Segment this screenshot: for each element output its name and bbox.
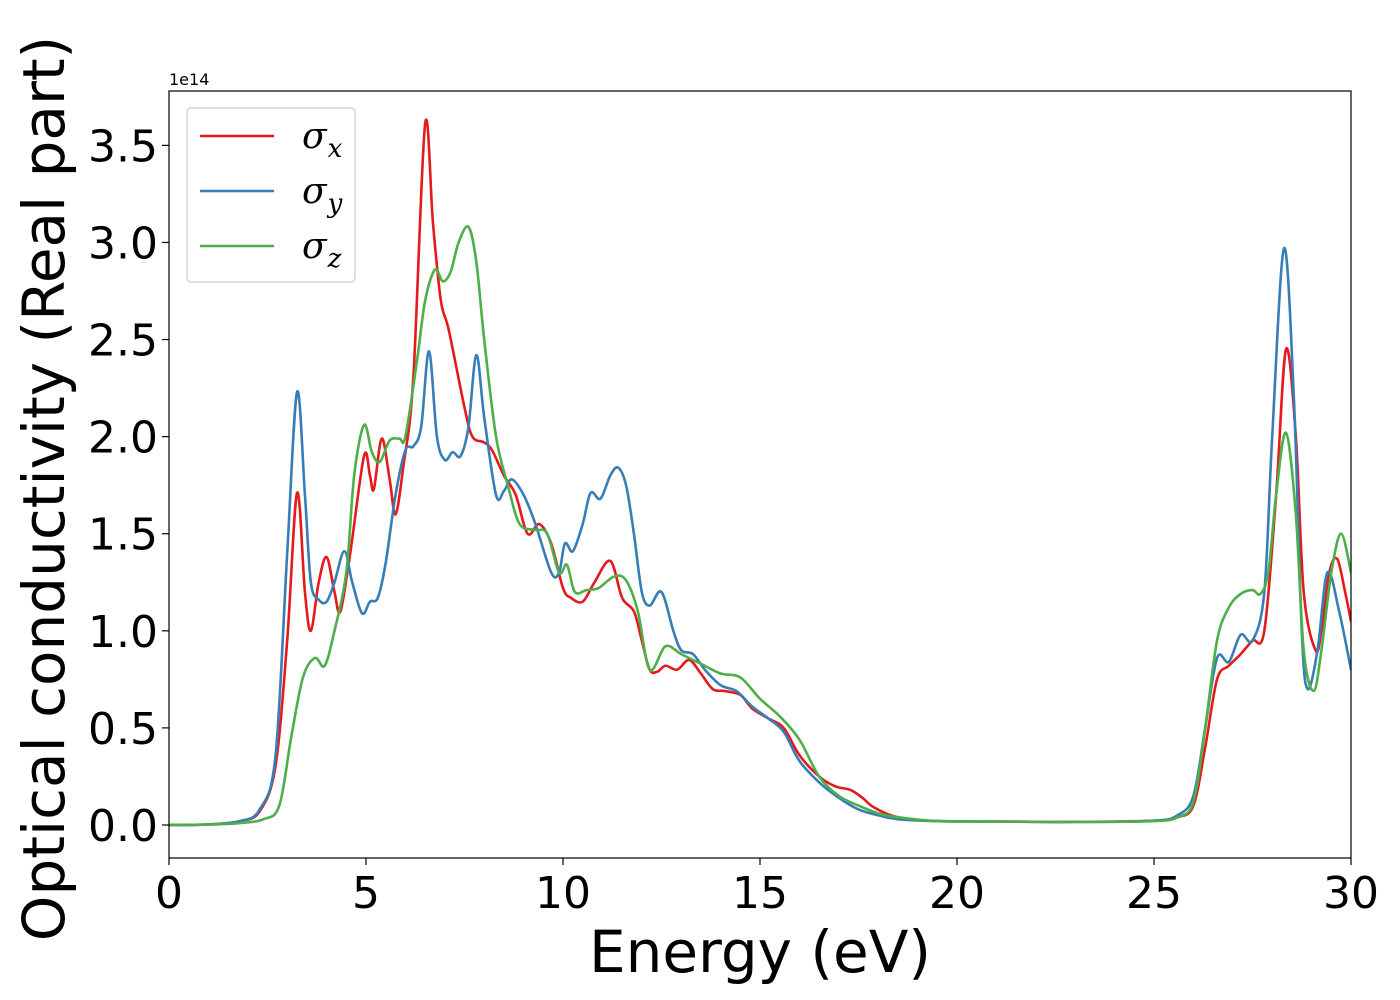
legend-item-sigma-x: σx: [200, 116, 343, 164]
legend-label: σy: [302, 171, 343, 219]
legend-item-sigma-y: σy: [200, 171, 343, 219]
y-tick-label: 0.0: [88, 801, 158, 852]
y-tick-label: 2.0: [88, 413, 158, 464]
y-tick-label: 1.5: [88, 510, 158, 561]
legend-label: σz: [302, 226, 342, 274]
x-tick-label: 25: [1126, 868, 1182, 919]
x-tick-label: 5: [352, 868, 380, 919]
x-tick-label: 0: [155, 868, 183, 919]
y-tick-label: 3.5: [88, 121, 158, 172]
y-axis-ticks: 0.0 0.5 1.0 1.5 2.0 2.5 3.0 3.5: [88, 121, 169, 852]
x-axis-ticks: 0 5 10 15 20 25 30: [155, 858, 1379, 919]
x-tick-label: 30: [1323, 868, 1379, 919]
x-tick-label: 15: [732, 868, 788, 919]
y-tick-label: 2.5: [88, 316, 158, 367]
y-tick-label: 3.0: [88, 218, 158, 269]
y-axis-offset-text: 1e14: [169, 70, 209, 89]
y-tick-label: 0.5: [88, 704, 158, 755]
x-tick-label: 20: [929, 868, 985, 919]
series-line-sigma-z: [169, 225, 1351, 827]
x-tick-label: 10: [535, 868, 591, 919]
series-layer: [169, 118, 1351, 827]
x-axis-title: Energy (eV): [589, 918, 931, 986]
legend-item-sigma-z: σz: [200, 226, 342, 274]
legend: σx σy σz: [186, 107, 356, 283]
legend-label: σx: [302, 116, 343, 164]
y-tick-label: 1.0: [88, 607, 158, 658]
series-line-sigma-x: [169, 118, 1351, 827]
legend-box: [186, 107, 356, 283]
series-line-sigma-y: [169, 246, 1351, 827]
y-axis-title: Optical conductivity (Real part): [10, 36, 78, 941]
